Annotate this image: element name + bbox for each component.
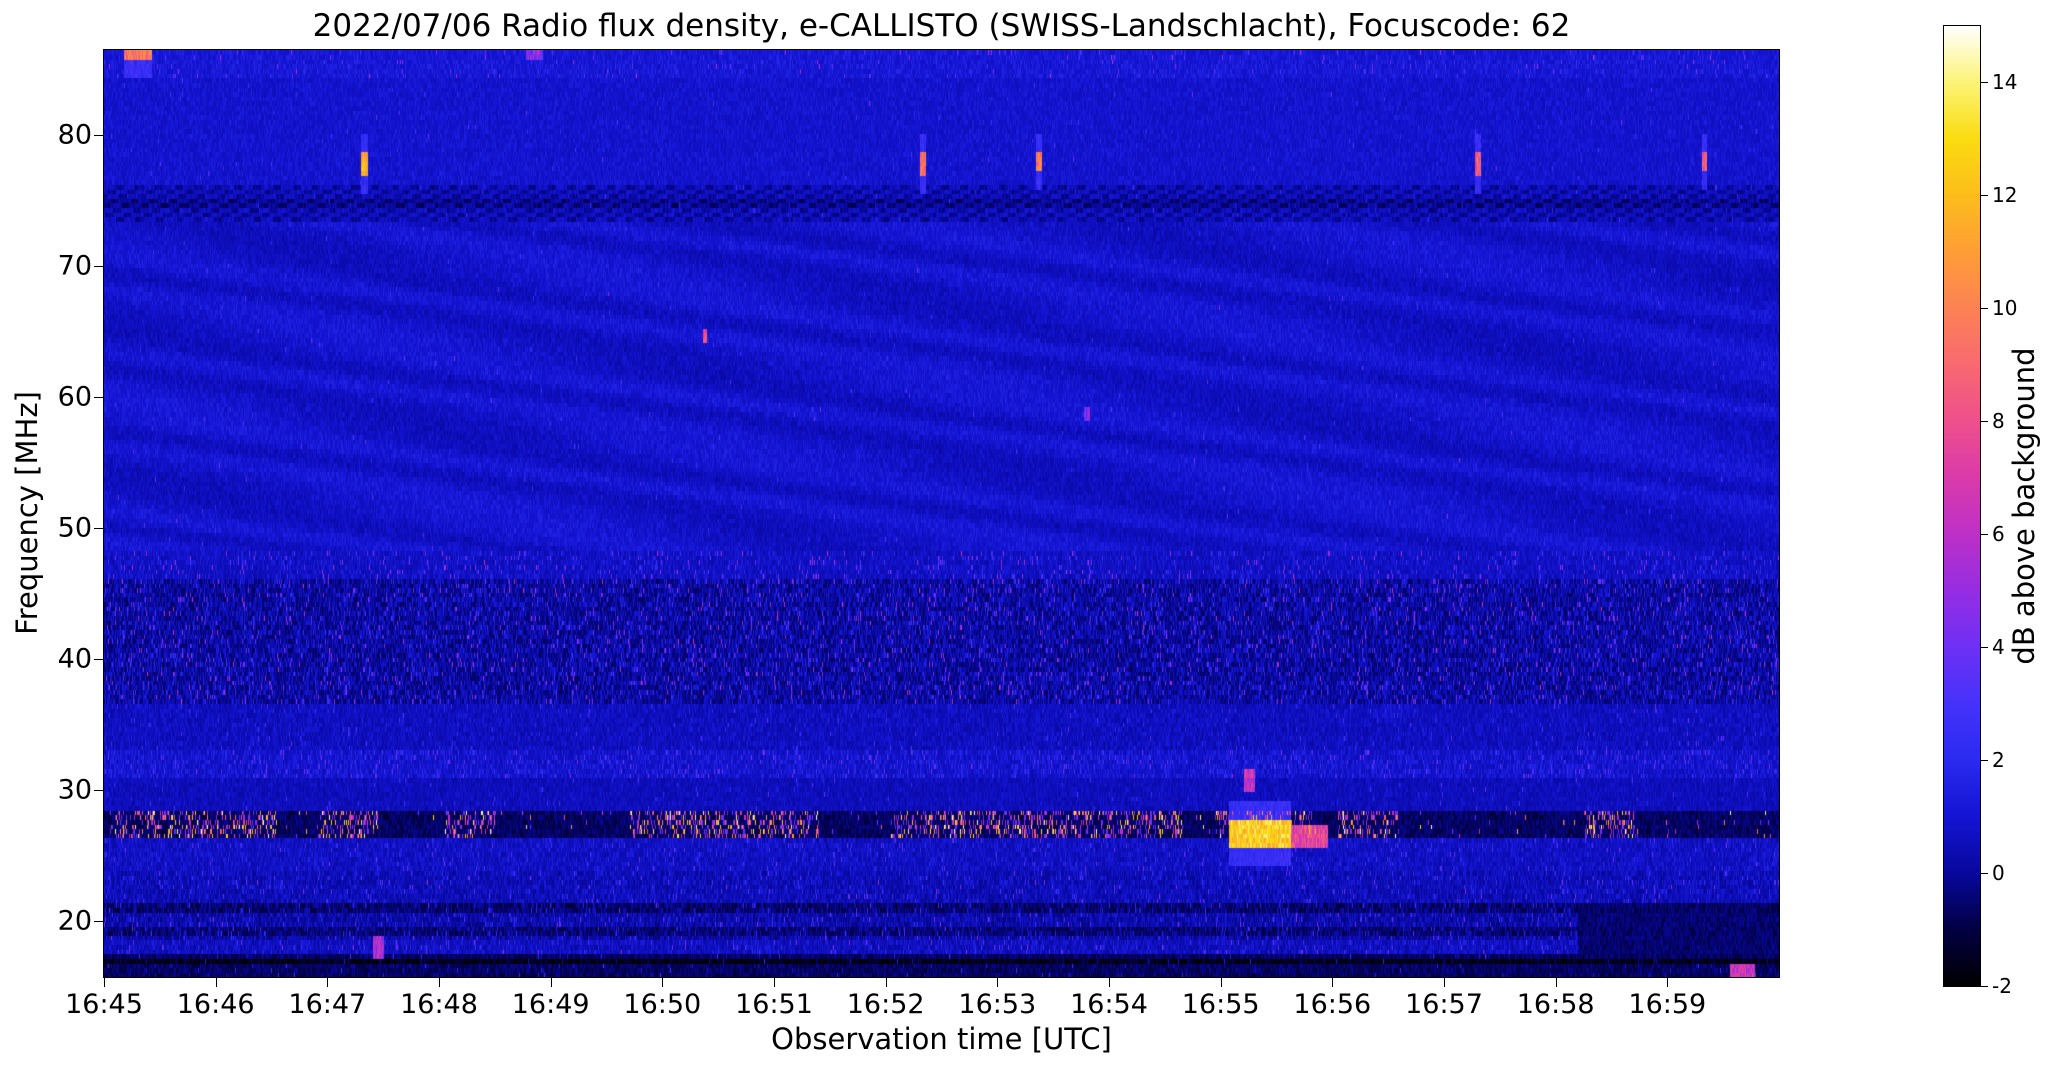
y-tick-mark: [94, 658, 103, 660]
colorbar-tick-mark: [1981, 308, 1988, 310]
x-tick-mark: [1444, 978, 1445, 987]
colorbar-tick-mark: [1981, 873, 1988, 875]
x-tick-mark: [1555, 978, 1557, 987]
colorbar-canvas: [1943, 25, 1981, 987]
x-tick-label: 16:52: [846, 989, 925, 1020]
y-tick-mark: [94, 265, 103, 267]
x-tick-mark: [774, 978, 775, 987]
x-tick-mark: [1332, 978, 1334, 987]
colorbar-tick-label: 8: [1992, 409, 2005, 434]
y-tick-mark: [94, 527, 103, 529]
colorbar-tick-label: 10: [1992, 296, 2018, 321]
x-tick-label: 16:47: [288, 989, 367, 1020]
y-tick-label: 40: [57, 643, 92, 675]
x-tick-mark: [104, 978, 105, 987]
x-tick-label: 16:46: [176, 989, 255, 1020]
colorbar-tick-mark: [1981, 421, 1988, 423]
y-tick-label: 50: [57, 512, 92, 544]
colorbar-tick-label: 0: [1992, 861, 2005, 886]
colorbar-tick-label: 4: [1992, 635, 2005, 660]
colorbar-tick-label: -2: [1992, 974, 2012, 998]
y-tick-label: 80: [57, 119, 92, 150]
colorbar-tick-mark: [1981, 195, 1988, 197]
x-tick-label: 16:57: [1405, 989, 1483, 1020]
colorbar-label: dB above background: [2007, 347, 2041, 665]
x-axis-label: Observation time [UTC]: [771, 1022, 1112, 1056]
y-tick-label: 30: [57, 774, 92, 806]
y-tick-label: 20: [57, 905, 92, 937]
y-tick-label: 70: [57, 250, 92, 282]
chart-title: 2022/07/06 Radio flux density, e-CALLIST…: [312, 8, 1571, 44]
y-tick-mark: [94, 134, 103, 136]
x-tick-mark: [997, 978, 999, 987]
x-tick-label: 16:54: [1070, 989, 1148, 1020]
x-tick-label: 16:53: [958, 989, 1037, 1020]
x-tick-label: 16:56: [1293, 989, 1372, 1020]
x-tick-mark: [215, 978, 217, 987]
y-tick-label: 60: [57, 381, 92, 413]
x-tick-mark: [662, 978, 664, 987]
spectrogram-canvas: [103, 49, 1780, 978]
y-tick-mark: [94, 920, 103, 922]
colorbar-tick-mark: [1981, 647, 1988, 649]
x-tick-mark: [327, 978, 329, 987]
x-tick-mark: [885, 978, 887, 987]
x-tick-label: 16:58: [1516, 989, 1595, 1020]
y-tick-mark: [94, 789, 103, 791]
x-tick-mark: [439, 978, 440, 987]
x-tick-label: 16:59: [1628, 989, 1707, 1020]
x-tick-mark: [1667, 978, 1669, 987]
colorbar-tick-mark: [1981, 534, 1988, 536]
colorbar-tick-label: 6: [1992, 522, 2005, 547]
colorbar-tick-label: 12: [1992, 183, 2018, 208]
x-tick-mark: [1220, 978, 1222, 987]
colorbar-tick-label: 14: [1992, 70, 2018, 95]
colorbar-tick-label: 2: [1992, 748, 2005, 773]
x-tick-mark: [1109, 978, 1110, 987]
colorbar-tick-mark: [1981, 82, 1988, 84]
x-tick-mark: [550, 978, 552, 987]
x-tick-label: 16:51: [735, 989, 813, 1020]
colorbar-tick-mark: [1981, 760, 1988, 762]
x-tick-label: 16:49: [511, 989, 590, 1020]
x-tick-label: 16:48: [400, 989, 478, 1020]
x-tick-label: 16:55: [1181, 989, 1260, 1020]
x-tick-label: 16:50: [623, 989, 702, 1020]
colorbar-tick-mark: [1981, 986, 1988, 987]
y-tick-mark: [94, 396, 103, 398]
x-tick-label: 16:45: [65, 989, 143, 1020]
